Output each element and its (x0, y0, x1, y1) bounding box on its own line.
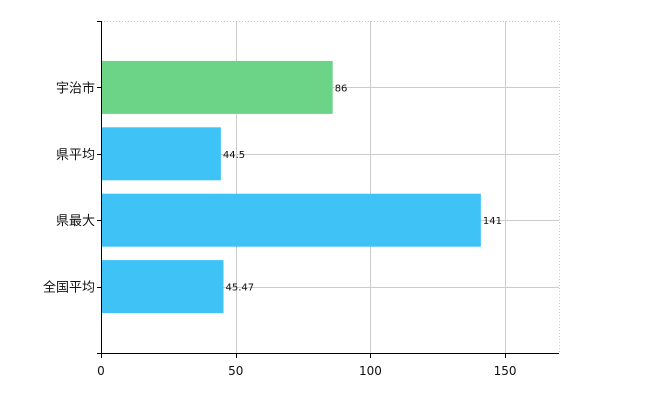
data-label: 45.47 (226, 283, 255, 294)
category-label: 宇治市 (56, 80, 95, 96)
bar-1 (101, 60, 333, 114)
axis-layer (97, 21, 559, 358)
category-label: 全国平均 (43, 280, 95, 296)
x-tick-label: 0 (97, 364, 105, 378)
category-label: 県最大 (56, 214, 95, 229)
data-label: 44.5 (223, 150, 245, 161)
x-tick-label: 50 (228, 364, 243, 378)
data-label: 86 (335, 83, 348, 94)
x-tick-label: 150 (494, 364, 517, 378)
bar-4 (101, 260, 224, 314)
bar-layer (101, 60, 481, 314)
bar-2 (101, 127, 221, 181)
bar-3 (101, 193, 481, 247)
category-label: 県平均 (56, 148, 95, 163)
x-tick-label: 100 (359, 364, 382, 378)
data-label: 141 (483, 216, 502, 227)
